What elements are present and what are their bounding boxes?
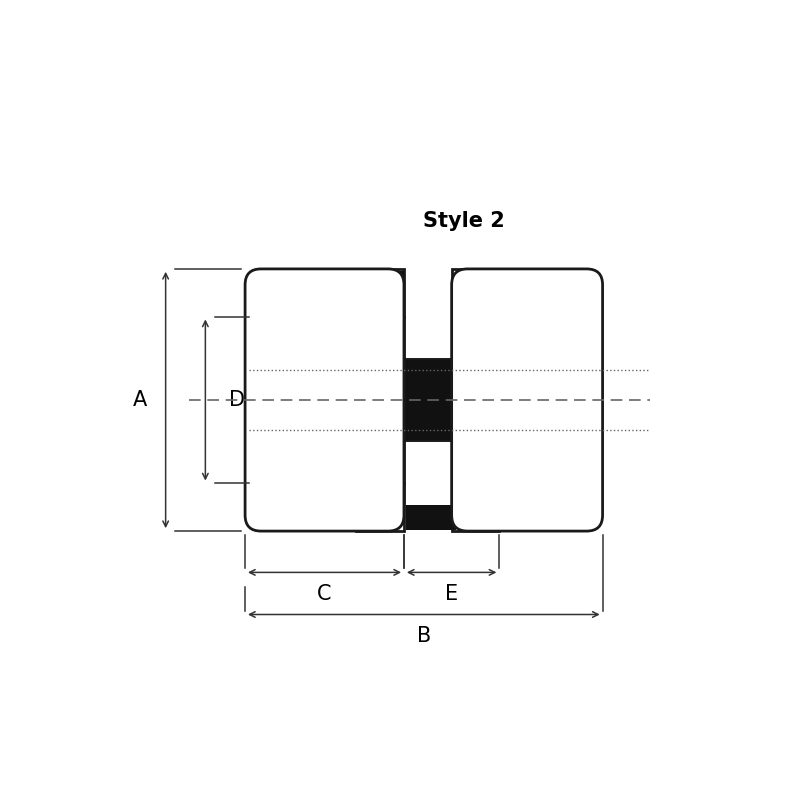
Text: D: D [229, 390, 245, 410]
Text: E: E [445, 584, 458, 604]
FancyBboxPatch shape [245, 269, 404, 531]
FancyBboxPatch shape [452, 269, 602, 531]
Bar [452, 483, 499, 531]
Bar [452, 269, 499, 317]
Text: Style 2: Style 2 [422, 211, 505, 231]
Text: A: A [133, 390, 147, 410]
Text: C: C [318, 584, 332, 604]
Bar [356, 269, 404, 317]
Bar [356, 483, 404, 531]
Bar [404, 358, 452, 442]
Bar [406, 505, 457, 530]
Bar [358, 270, 404, 296]
Text: B: B [417, 626, 431, 646]
